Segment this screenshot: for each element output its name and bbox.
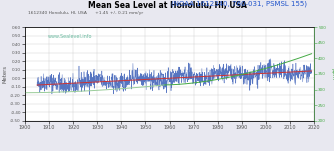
Text: Mean Sea Level at Honolulu, HI, USA: Mean Sea Level at Honolulu, HI, USA [88,1,246,10]
Y-axis label: ppm: ppm [331,68,334,80]
Y-axis label: Meters: Meters [2,65,7,83]
Text: www.Sealevel.info: www.Sealevel.info [48,34,93,39]
Text: 1612340 Honolulu, HI, USA      +1.45 +/- 0.21 mm/yr: 1612340 Honolulu, HI, USA +1.45 +/- 0.21… [28,11,144,15]
Text: (NOAA 1612340, 760-031, PSMSL 155): (NOAA 1612340, 760-031, PSMSL 155) [27,1,307,7]
